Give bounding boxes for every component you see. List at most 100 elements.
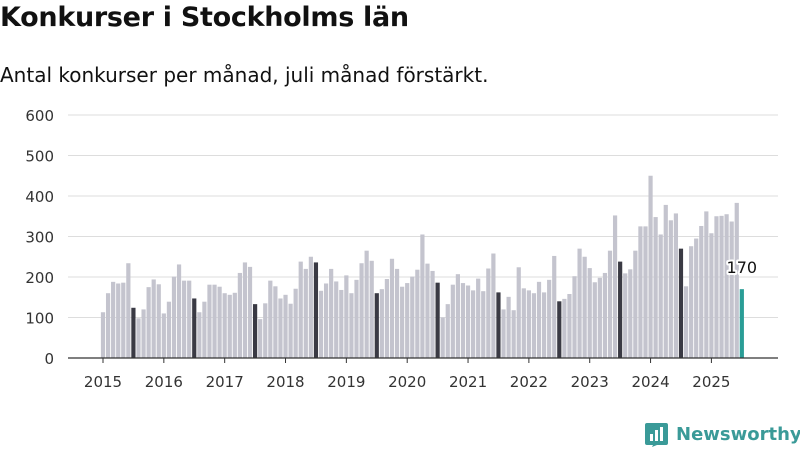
latest-value-label: 170 [727,258,758,277]
bar [171,276,177,358]
y-tick-label: 300 [25,229,54,247]
bar [734,202,739,358]
bar [709,233,714,358]
x-tick-label: 2019 [327,373,365,391]
bar [207,284,212,358]
bar [516,267,521,358]
bar [278,298,283,358]
bar [237,272,242,358]
bar [638,226,643,359]
bar [313,262,319,358]
bar [303,268,308,358]
bar [704,211,709,358]
bar [176,264,182,358]
bar [222,293,227,358]
bar [105,293,111,358]
bar-chart-logo-icon [645,422,668,447]
latest-value-label-halo: 170 [727,258,758,277]
bar-latest [739,289,744,358]
x-tick-label: 2023 [571,373,609,391]
bar [683,286,689,358]
bar [668,220,673,358]
bar [582,256,587,358]
y-tick-label: 500 [25,148,54,166]
bar [308,256,313,358]
bar [197,312,202,358]
bar [136,318,141,358]
bar [182,280,187,358]
x-tick-label: 2020 [388,373,426,391]
bar [187,280,192,358]
bar [719,215,724,358]
bar [465,285,471,358]
bar [268,280,273,358]
bar [506,296,511,358]
bar [364,250,369,358]
bar [283,294,288,358]
bar [694,238,699,358]
bar [146,287,151,359]
bar [435,282,440,358]
y-tick-label: 400 [25,188,54,206]
bar [673,213,679,358]
bar [471,290,476,358]
bar [100,312,106,358]
bar [253,304,258,358]
bar [618,261,623,358]
bar [597,277,602,358]
bar [258,319,263,358]
y-tick-label: 0 [44,350,54,368]
bar [729,221,734,358]
bar [288,303,293,358]
bar [607,250,613,358]
bar [156,284,161,358]
bar [460,283,466,358]
bar [415,269,420,358]
bar [329,268,334,358]
chart-subtitle: Antal konkurser per månad, juli månad fö… [0,63,489,87]
bar [212,284,217,358]
bar [394,268,400,358]
bar [151,279,156,358]
bar [663,204,668,358]
bar [536,281,542,358]
bar [486,268,491,358]
y-tick-label: 100 [25,310,54,328]
bar [602,272,608,358]
bar [202,301,207,358]
bar [323,283,329,358]
bar [643,226,648,359]
bar [577,248,582,358]
bar [587,268,592,358]
bar [232,292,237,358]
x-tick-label: 2024 [631,373,669,391]
bar [247,266,253,359]
y-tick-label: 600 [25,107,54,125]
bar [724,214,729,358]
bar [445,304,450,358]
bar [430,270,435,358]
bar [450,284,455,358]
bar [531,293,537,358]
bar [374,293,379,358]
chart-title: Konkurser i Stockholms län [0,2,409,33]
bar [455,274,460,358]
bar [633,250,638,358]
x-tick-label: 2015 [84,373,122,391]
bar [131,307,136,358]
bar [161,313,166,358]
bar [628,269,633,358]
bar [496,292,501,358]
bar [567,294,572,358]
bar [714,216,719,358]
x-tick-label: 2016 [145,373,183,391]
bar [511,310,516,358]
y-tick-label: 200 [25,269,54,287]
bar [166,301,172,358]
bar [116,283,121,358]
bar [400,286,405,358]
bar [501,309,506,358]
bar [648,175,653,358]
bar [354,279,359,358]
bar [242,262,248,358]
